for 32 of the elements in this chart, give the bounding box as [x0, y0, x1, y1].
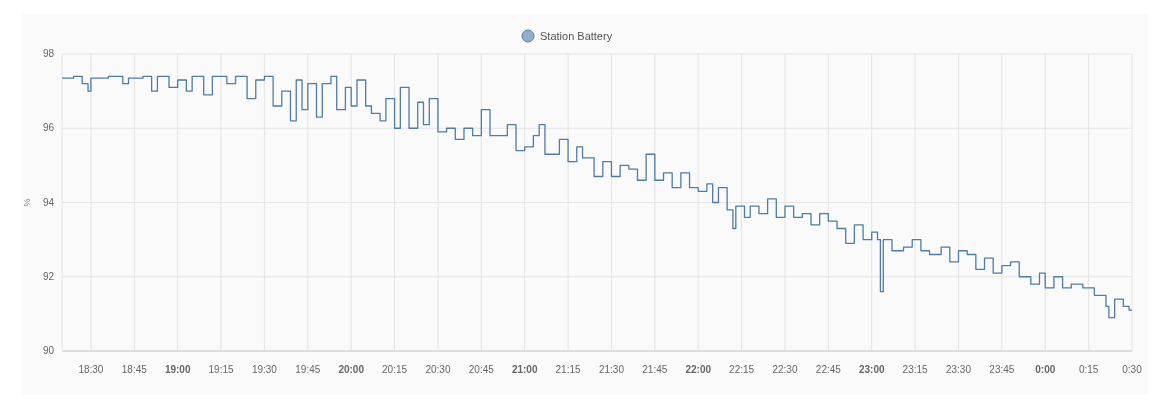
x-tick-label: 0:00 — [1035, 364, 1056, 375]
y-tick-label: 98 — [42, 48, 55, 59]
y-axis-title: % — [22, 198, 32, 207]
x-tick-label: 18:30 — [78, 364, 104, 375]
x-tick-label: 20:30 — [425, 364, 451, 375]
x-tick-label: 23:15 — [902, 364, 929, 375]
x-tick-label: 20:45 — [468, 364, 495, 375]
y-tick-label: 94 — [42, 196, 55, 208]
y-tick-label: 92 — [42, 270, 55, 282]
y-tick-label: 90 — [42, 345, 55, 356]
x-tick-label: 21:45 — [642, 364, 668, 375]
x-tick-label: 19:30 — [251, 364, 278, 375]
x-tick-label: 19:15 — [208, 364, 234, 375]
x-tick-label: 0:15 — [1078, 364, 1099, 375]
x-tick-label: 21:00 — [511, 364, 538, 375]
x-tick-label: 22:15 — [729, 364, 755, 375]
x-tick-label: 21:15 — [555, 364, 582, 375]
x-tick-label: 22:45 — [815, 364, 842, 375]
x-tick-label: 22:30 — [772, 364, 798, 375]
x-tick-label: 23:45 — [989, 364, 1015, 375]
y-tick-label: 96 — [42, 122, 55, 134]
legend-label: Station Battery — [540, 30, 613, 42]
x-tick-label: 21:30 — [598, 364, 625, 375]
x-tick-label: 20:15 — [382, 364, 408, 375]
x-tick-label: 19:45 — [295, 364, 321, 375]
x-tick-label: 23:00 — [858, 364, 885, 375]
x-tick-label: 18:45 — [121, 364, 148, 375]
x-tick-label: 22:00 — [685, 364, 712, 375]
x-tick-label: 0:30 — [1122, 364, 1143, 375]
x-tick-label: 23:30 — [945, 364, 972, 375]
x-tick-label: 20:00 — [338, 364, 365, 375]
x-tick-label: 19:00 — [164, 364, 191, 375]
